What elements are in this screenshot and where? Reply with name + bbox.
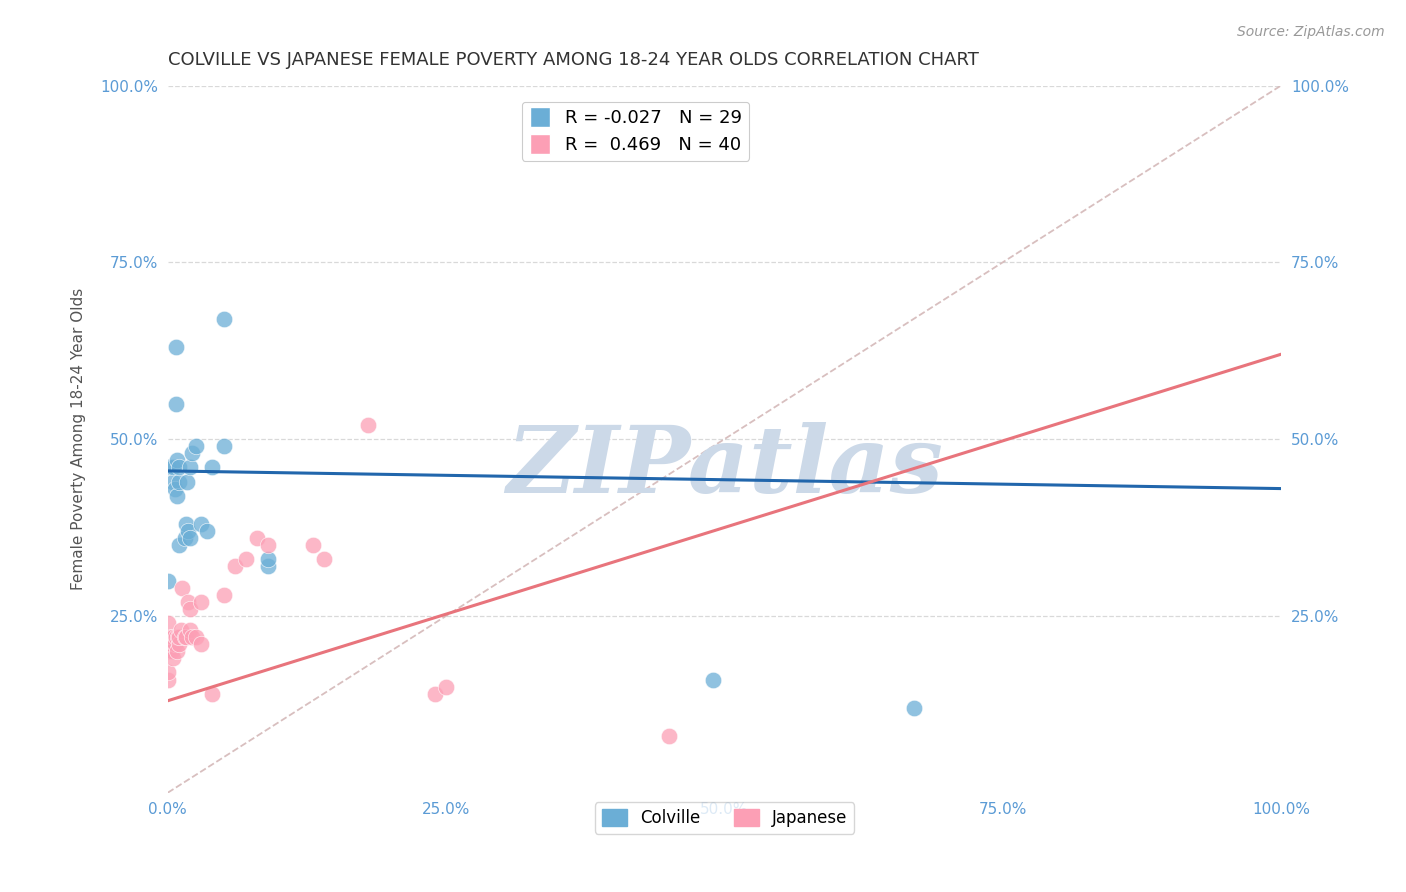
Point <box>357 417 380 432</box>
Point <box>177 524 200 538</box>
Text: Source: ZipAtlas.com: Source: ZipAtlas.com <box>1237 25 1385 39</box>
Point <box>156 673 179 687</box>
Point <box>156 574 179 588</box>
Point <box>235 552 257 566</box>
Point <box>165 340 187 354</box>
Point <box>184 439 207 453</box>
Point <box>166 489 188 503</box>
Point <box>163 637 186 651</box>
Point <box>181 630 204 644</box>
Point <box>166 644 188 658</box>
Point <box>257 552 280 566</box>
Point <box>162 644 184 658</box>
Point <box>246 531 269 545</box>
Point <box>165 630 187 644</box>
Point <box>190 637 212 651</box>
Point <box>257 559 280 574</box>
Point <box>179 531 201 545</box>
Point <box>167 630 190 644</box>
Point <box>201 687 224 701</box>
Point <box>257 538 280 552</box>
Point <box>162 460 184 475</box>
Point <box>179 602 201 616</box>
Point <box>184 630 207 644</box>
Point <box>179 460 201 475</box>
Point <box>156 460 179 475</box>
Text: ZIPatlas: ZIPatlas <box>506 423 943 512</box>
Point <box>658 729 681 743</box>
Point <box>434 680 457 694</box>
Point <box>167 475 190 489</box>
Y-axis label: Female Poverty Among 18-24 Year Olds: Female Poverty Among 18-24 Year Olds <box>72 288 86 591</box>
Point <box>165 397 187 411</box>
Point <box>702 673 724 687</box>
Point <box>156 637 179 651</box>
Point <box>224 559 246 574</box>
Point <box>156 665 179 680</box>
Point <box>903 700 925 714</box>
Point <box>195 524 218 538</box>
Point <box>162 630 184 644</box>
Point <box>160 630 183 644</box>
Point <box>162 651 184 665</box>
Point <box>174 516 197 531</box>
Point <box>156 644 179 658</box>
Point <box>190 595 212 609</box>
Point <box>174 630 197 644</box>
Point <box>212 311 235 326</box>
Point <box>167 630 190 644</box>
Point <box>156 615 179 630</box>
Point <box>181 446 204 460</box>
Point <box>167 637 190 651</box>
Point <box>173 630 195 644</box>
Point <box>156 637 179 651</box>
Point <box>176 475 198 489</box>
Point <box>170 623 193 637</box>
Point <box>312 552 335 566</box>
Point <box>212 588 235 602</box>
Point <box>167 460 190 475</box>
Point <box>156 630 179 644</box>
Point <box>179 623 201 637</box>
Point <box>423 687 446 701</box>
Legend: Colville, Japanese: Colville, Japanese <box>595 802 853 834</box>
Point <box>190 516 212 531</box>
Point <box>212 439 235 453</box>
Point <box>177 595 200 609</box>
Point <box>162 475 184 489</box>
Point <box>173 531 195 545</box>
Text: COLVILLE VS JAPANESE FEMALE POVERTY AMONG 18-24 YEAR OLDS CORRELATION CHART: COLVILLE VS JAPANESE FEMALE POVERTY AMON… <box>167 51 979 69</box>
Point <box>172 581 194 595</box>
Point <box>167 538 190 552</box>
Point <box>301 538 323 552</box>
Point <box>201 460 224 475</box>
Point <box>166 453 188 467</box>
Point <box>163 482 186 496</box>
